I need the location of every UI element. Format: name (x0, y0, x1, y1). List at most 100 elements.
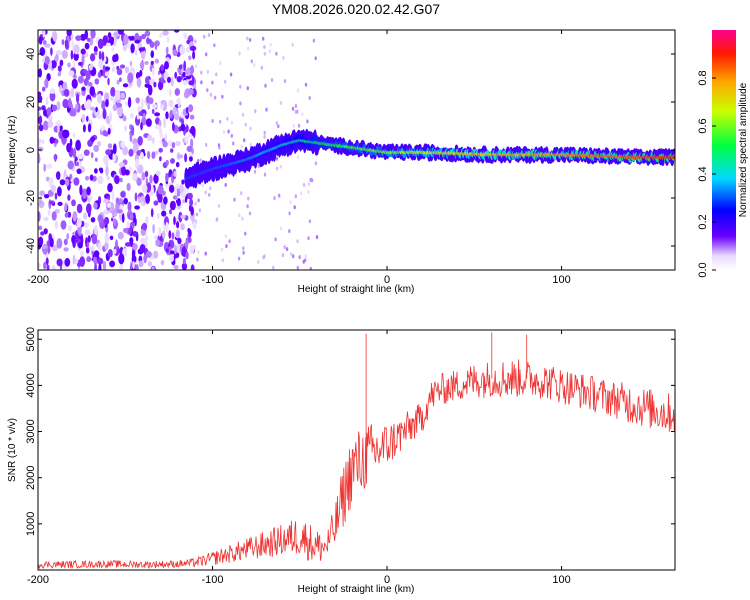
heatmap-cell (97, 175, 104, 185)
heatmap-cell (97, 257, 104, 265)
heatmap-cell (262, 36, 265, 41)
heatmap-cell (314, 161, 318, 166)
heatmap-cell (141, 184, 148, 193)
heatmap-cell (63, 169, 67, 178)
heatmap-cell (134, 217, 137, 227)
heatmap-cell (190, 264, 195, 270)
heatmap-cell (211, 119, 214, 123)
heatmap-cell (221, 94, 224, 99)
heatmap-cell (90, 136, 95, 143)
heatmap-cell (263, 134, 266, 139)
heatmap-cell (176, 98, 180, 104)
y-tick-label: 2000 (25, 465, 37, 489)
heatmap-cell (147, 104, 150, 110)
heatmap-cell (264, 83, 267, 88)
heatmap-cell (67, 160, 74, 170)
heatmap-cell (186, 145, 193, 152)
heatmap-cell (177, 154, 184, 159)
heatmap-cell (67, 194, 71, 201)
heatmap-cell (66, 233, 70, 240)
heatmap-cell (121, 213, 125, 223)
heatmap-cell (146, 250, 152, 258)
heatmap-cell (246, 36, 249, 41)
heatmap-cell (67, 225, 72, 232)
heatmap-cell (56, 238, 63, 249)
heatmap-cell (187, 227, 191, 234)
heatmap-cell (66, 30, 72, 37)
heatmap-cell (312, 38, 316, 43)
heatmap-cell (46, 264, 50, 270)
heatmap-cell (112, 66, 115, 73)
heatmap-cell (130, 43, 135, 54)
heatmap-cell (107, 127, 111, 135)
heatmap-cell (119, 77, 122, 82)
heatmap-cell (129, 60, 133, 67)
heatmap-cell (171, 232, 175, 240)
heatmap-cell (42, 40, 47, 45)
heatmap-cell (102, 130, 108, 137)
heatmap-cell (248, 38, 252, 42)
heatmap-cell (132, 173, 138, 182)
heatmap-cell (111, 217, 114, 222)
heatmap-cell (215, 72, 218, 77)
heatmap-cell (97, 93, 102, 104)
heatmap-cell (288, 229, 291, 234)
heatmap-cell (44, 194, 50, 199)
heatmap-cell (64, 212, 69, 218)
heatmap-cell (189, 198, 194, 207)
heatmap-cell (172, 195, 178, 200)
heatmap-cell (49, 88, 56, 94)
heatmap-cell (220, 247, 224, 252)
heatmap-cell (148, 97, 154, 105)
heatmap-cell (163, 117, 167, 128)
heatmap-cell (116, 102, 123, 108)
heatmap-cell (307, 236, 310, 241)
heatmap-cell (57, 71, 62, 77)
heatmap-cell (293, 205, 296, 210)
x-tick-label: -200 (27, 574, 49, 586)
heatmap-cell (62, 82, 67, 90)
heatmap-cell (46, 107, 52, 117)
heatmap-cell (132, 261, 135, 270)
heatmap-cell (119, 262, 124, 270)
heatmap-cell (90, 152, 94, 159)
heatmap-cell (117, 231, 124, 240)
heatmap-cell (43, 163, 46, 172)
heatmap-cell (104, 66, 111, 71)
heatmap-cell (42, 244, 48, 249)
heatmap-cell (113, 218, 117, 227)
heatmap-cell (238, 51, 241, 56)
heatmap-cell (85, 70, 91, 81)
heatmap-cell (126, 221, 131, 229)
y-tick-label: 4000 (25, 373, 37, 397)
heatmap-cell (176, 188, 181, 197)
heatmap-cell (304, 82, 308, 87)
heatmap-cell (112, 152, 117, 163)
heatmap-cell (56, 101, 61, 111)
heatmap-cell (151, 104, 158, 109)
heatmap-cell (150, 208, 154, 218)
heatmap-cell (89, 86, 95, 97)
heatmap-cell (68, 70, 75, 77)
heatmap-cell (206, 88, 209, 93)
heatmap-cell (102, 260, 107, 270)
heatmap-cell (57, 124, 60, 134)
heatmap-cell (194, 201, 197, 206)
heatmap-cell (87, 197, 91, 203)
colorbar-label: Normalized spectral amplitude (738, 82, 749, 217)
heatmap-cell (46, 73, 51, 82)
heatmap-cell (144, 30, 151, 37)
heatmap-cell (77, 225, 82, 235)
heatmap-cell (164, 133, 168, 141)
heatmap-cell (292, 123, 295, 128)
x-tick-label: -100 (202, 574, 224, 586)
heatmap-cell (248, 211, 252, 216)
heatmap-cell (57, 201, 63, 206)
heatmap-cell (185, 251, 189, 260)
snr-x-ticks: -200 -100 0 100 (27, 330, 571, 586)
heatmap-cell (301, 112, 304, 117)
heatmap-cell (160, 99, 167, 105)
heatmap-cell (263, 51, 267, 56)
heatmap-cell (283, 79, 287, 84)
heatmap-cell (140, 122, 143, 131)
